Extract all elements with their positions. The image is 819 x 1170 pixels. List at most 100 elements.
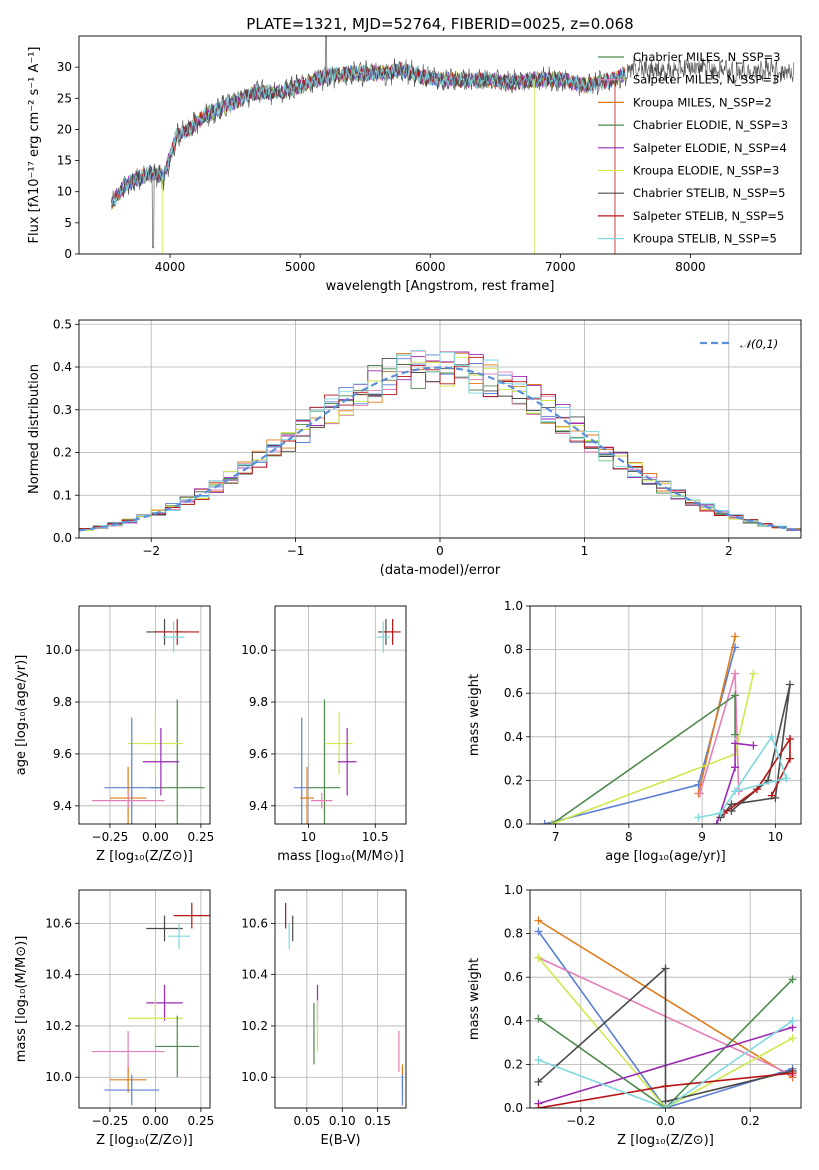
x-tick-label: 0.00 — [142, 1114, 169, 1128]
y-tick-label: 1.0 — [504, 599, 523, 613]
axes-spectrum: 4000 5000 6000 7000 8000 0 5 10 15 20 25 30 waveleng… — [27, 35, 802, 294]
axes-frame — [78, 605, 211, 825]
axes-frame — [274, 889, 407, 1109]
y-tick-label: 15 — [57, 154, 72, 168]
y-tick-label: 9.4 — [249, 799, 268, 813]
axes-frame — [529, 889, 802, 1109]
weight-marker-purple — [712, 820, 721, 824]
y-tick-label: 20 — [57, 122, 72, 136]
x-tick-label: 0.05 — [294, 1114, 321, 1128]
y-tick-label: 9.4 — [53, 799, 72, 813]
histogram-cyan — [79, 350, 801, 531]
weight-marker-orange — [731, 632, 740, 641]
legend-entry: Salpeter MILES, N_SSP=3 — [633, 73, 779, 87]
y-tick-label: 10.0 — [45, 1070, 72, 1084]
weight-marker-grey — [661, 964, 670, 973]
weight-line-yellow — [537, 957, 793, 1108]
weight-marker-pink — [695, 789, 704, 798]
weight-marker-green — [788, 975, 797, 984]
weight-marker-red — [661, 1082, 670, 1091]
axes-mass-weight-vs-age: 7 8 9 10 0.0 0.2 0.4 0.6 0.8 1.0 age [log₁₀(age/yr… — [467, 599, 802, 864]
weight-marker-green — [731, 730, 740, 739]
y-tick-label: 0.8 — [504, 927, 523, 941]
y-tick-label: 0.2 — [53, 446, 72, 460]
y-tick-label: 5 — [64, 216, 72, 230]
legend-entry: Chabrier MILES, N_SSP=3 — [633, 50, 780, 64]
y-tick-label: 0.5 — [53, 317, 72, 331]
legend-entry: Kroupa STELIB, N_SSP=5 — [633, 232, 777, 246]
weight-marker-red — [786, 734, 795, 743]
figure-title: PLATE=1321, MJD=52764, FIBERID=0025, z=0… — [246, 15, 633, 33]
y-tick-label: 0.1 — [53, 488, 72, 502]
axes-mass-vs-EBV: 0.05 0.10 0.15 10.0 10.2 10.4 10.6 E(B-V) — [241, 889, 407, 1148]
x-axis-label: Z [log₁₀(Z/Z⊙)] — [96, 1133, 193, 1148]
plot-area — [540, 632, 795, 824]
plot-area — [111, 36, 795, 254]
y-tick-label: 0.0 — [504, 817, 523, 831]
x-axis-label: mass [log₁₀(M/M⊙)] — [277, 849, 404, 864]
legend-entry: 𝒩(0,1) — [740, 337, 778, 351]
weight-line-cyan — [698, 735, 788, 819]
weight-marker-yellow — [749, 669, 758, 678]
x-tick-label: 0.2 — [741, 1114, 760, 1128]
weight-marker-grey — [786, 680, 795, 689]
spectrum-line-pink — [111, 63, 626, 210]
axes-frame — [78, 889, 211, 1109]
axes-age-vs-Z: −0.25 0.00 0.25 9.4 9.6 9.8 10.0 Z [log₁₀(Z/Z⊙)… — [14, 605, 215, 864]
weight-line-purple — [716, 742, 754, 824]
y-tick-label: 30 — [57, 60, 72, 74]
y-tick-label: 0.0 — [53, 531, 72, 545]
weight-marker-purple — [731, 763, 740, 772]
x-tick-label: 0.10 — [329, 1114, 356, 1128]
x-tick-label: 4000 — [155, 260, 186, 274]
weight-marker-red — [534, 1104, 543, 1108]
y-tick-label: 10.6 — [45, 916, 72, 930]
x-tick-label: 7 — [552, 830, 560, 844]
y-tick-label: 10.2 — [45, 1019, 72, 1033]
x-tick-label: −0.25 — [92, 830, 129, 844]
spectrum-line-grey — [111, 36, 795, 249]
legend-entry: Salpeter ELODIE, N_SSP=4 — [633, 141, 787, 155]
y-tick-label: 1.0 — [504, 883, 523, 897]
x-tick-label: 0.25 — [188, 1114, 215, 1128]
weight-line-red — [723, 736, 791, 814]
weight-marker-red — [767, 791, 776, 800]
x-tick-label: −2 — [142, 544, 160, 558]
x-tick-label: 6000 — [415, 260, 446, 274]
plot-area — [534, 916, 797, 1108]
weight-marker-green — [731, 691, 740, 700]
weight-marker-cyan — [716, 809, 725, 818]
y-tick-label: 0.3 — [53, 403, 72, 417]
axes-age-vs-mass: 10 10.5 9.4 9.6 9.8 10.0 mass [log₁₀(M/M⊙)] — [241, 605, 407, 864]
x-tick-label: 7000 — [545, 260, 576, 274]
y-tick-label: 0.8 — [504, 643, 523, 657]
plot-area — [293, 618, 401, 824]
x-tick-label: 0.25 — [188, 830, 215, 844]
x-axis-label: Z [log₁₀(Z/Z⊙)] — [617, 1133, 714, 1148]
y-tick-label: 10.2 — [241, 1019, 268, 1033]
x-tick-label: 0.00 — [142, 830, 169, 844]
y-tick-label: 25 — [57, 91, 72, 105]
weight-marker-green — [534, 1014, 543, 1023]
x-tick-label: 0.0 — [656, 1114, 675, 1128]
y-tick-label: 10.4 — [45, 968, 72, 982]
x-tick-label: −0.25 — [92, 1114, 129, 1128]
y-tick-label: 9.8 — [249, 695, 268, 709]
x-tick-label: −1 — [287, 544, 305, 558]
plot-area — [285, 902, 404, 1106]
y-tick-label: 0.2 — [504, 773, 523, 787]
weight-marker-cyan — [731, 787, 740, 796]
plot-area — [79, 350, 801, 532]
y-tick-label: 0 — [64, 247, 72, 261]
y-tick-label: 0.6 — [504, 686, 523, 700]
weight-marker-blue — [534, 927, 543, 936]
x-axis-label: E(B-V) — [320, 1133, 360, 1148]
weight-line-green — [551, 693, 736, 824]
weight-marker-cyan — [534, 1056, 543, 1065]
y-tick-label: 9.6 — [53, 747, 72, 761]
weight-marker-pink — [731, 669, 740, 678]
weight-marker-yellow — [534, 953, 543, 962]
plot-area — [91, 618, 205, 824]
x-tick-label: 1 — [581, 544, 589, 558]
weight-marker-purple — [731, 739, 740, 748]
